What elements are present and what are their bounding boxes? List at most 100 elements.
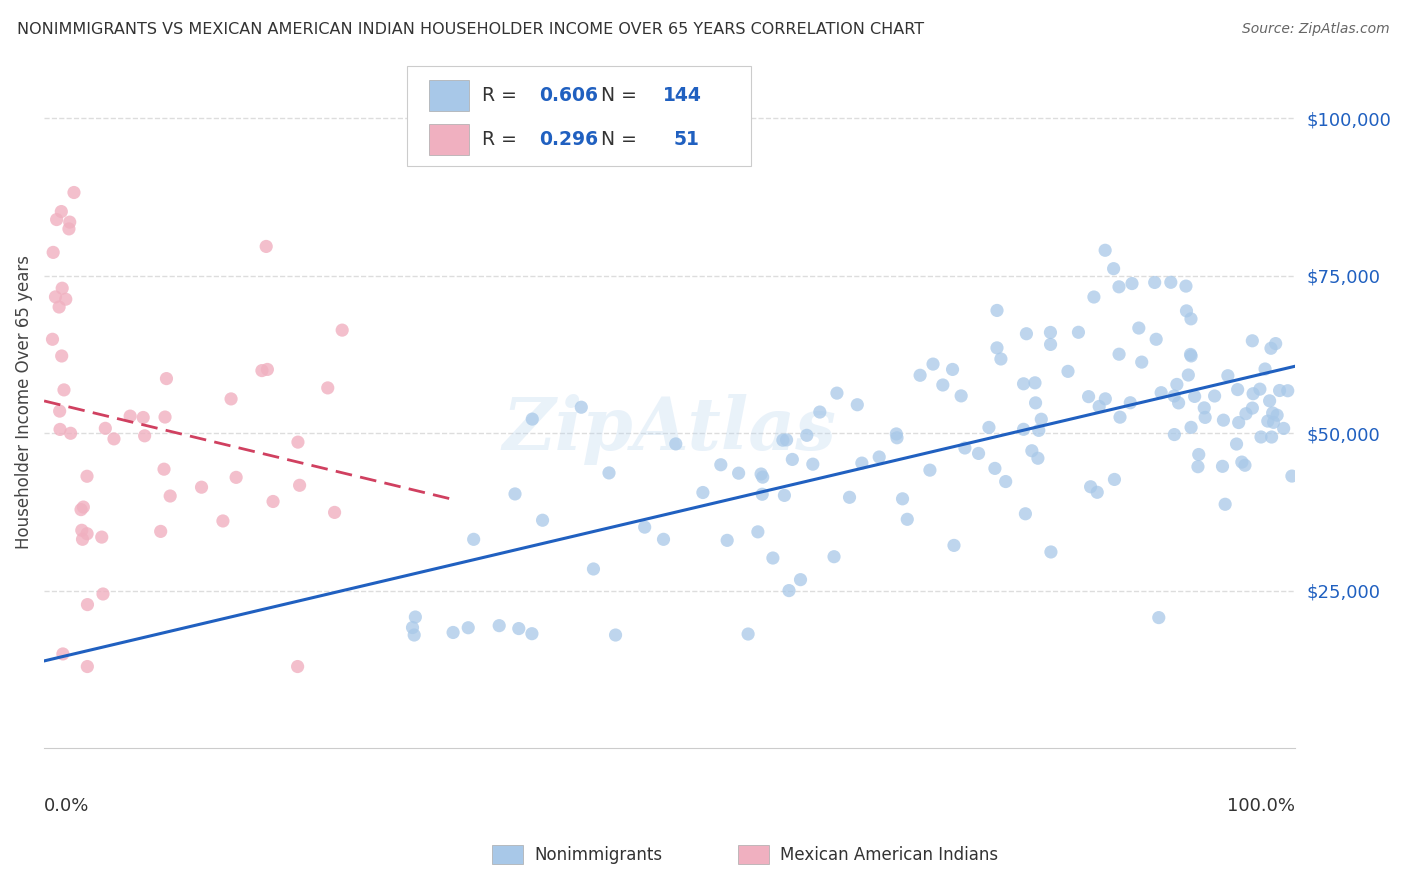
Point (801, 457, 824, 471)
Point (134, 429, 156, 443)
Point (520, 626, 543, 640)
Point (990, 351, 1012, 366)
Point (1227, 416, 1250, 430)
FancyBboxPatch shape (429, 124, 470, 155)
Point (1104, 472, 1126, 486)
Point (51, 281, 73, 295)
Point (1234, 407, 1257, 421)
Point (953, 441, 976, 455)
Point (1119, 396, 1142, 410)
Point (1211, 459, 1233, 474)
Point (1143, 276, 1166, 290)
Point (1257, 414, 1279, 428)
Point (522, 412, 544, 426)
Point (1147, 610, 1170, 624)
Point (851, 456, 873, 470)
Point (977, 420, 1000, 434)
Point (1277, 384, 1299, 398)
Point (287, 659, 309, 673)
Point (1167, 396, 1189, 410)
Point (103, 432, 125, 446)
Point (896, 512, 918, 526)
Point (120, 409, 142, 423)
Point (1175, 304, 1198, 318)
Point (1108, 280, 1130, 294)
Point (51, 349, 73, 363)
Point (53, 383, 76, 397)
Point (984, 461, 1007, 475)
Point (250, 363, 273, 377)
Point (1281, 469, 1303, 483)
Point (1260, 341, 1282, 355)
Point (1094, 392, 1116, 406)
Point (1180, 311, 1202, 326)
Point (1264, 336, 1286, 351)
Point (605, 628, 627, 642)
Point (751, 487, 773, 501)
Point (1194, 410, 1216, 425)
Point (1249, 382, 1271, 396)
Point (772, 433, 794, 447)
Point (634, 520, 657, 534)
Point (994, 475, 1017, 489)
Point (762, 551, 785, 566)
Text: Nonimmigrants: Nonimmigrants (534, 846, 662, 863)
Point (287, 435, 309, 450)
Point (1012, 376, 1035, 391)
Point (76, 598, 98, 612)
Text: 0.0%: 0.0% (44, 797, 90, 815)
Point (1026, 451, 1049, 466)
Point (219, 392, 242, 406)
Point (441, 625, 464, 640)
Point (212, 514, 235, 528)
Point (1263, 415, 1285, 429)
Point (823, 549, 845, 564)
Point (1108, 347, 1130, 361)
Point (1163, 389, 1185, 403)
Point (1254, 362, 1277, 376)
Point (1192, 401, 1215, 415)
Point (796, 428, 818, 442)
Point (1241, 386, 1264, 401)
Point (225, 470, 247, 484)
Point (49, 422, 72, 436)
Point (932, 378, 955, 392)
Point (665, 437, 688, 451)
Point (1121, 277, 1143, 291)
Point (72, 533, 94, 547)
Point (782, 452, 804, 467)
Point (652, 533, 675, 547)
Point (254, 239, 277, 253)
Point (986, 341, 1008, 355)
Point (55, 292, 77, 306)
Text: Source: ZipAtlas.com: Source: ZipAtlas.com (1241, 22, 1389, 37)
Point (1094, 244, 1116, 258)
Point (1180, 349, 1202, 363)
Point (1177, 368, 1199, 382)
Point (775, 433, 797, 447)
Point (789, 573, 811, 587)
Point (1261, 406, 1284, 420)
Point (1102, 261, 1125, 276)
Point (1180, 347, 1202, 361)
Point (316, 381, 339, 395)
Point (457, 621, 479, 635)
Point (1031, 412, 1053, 426)
Point (488, 618, 510, 632)
Point (76, 469, 98, 483)
Point (59, 215, 82, 229)
Point (1226, 383, 1249, 397)
Point (569, 401, 592, 415)
Point (45, 212, 67, 227)
Point (598, 466, 620, 480)
Point (1212, 413, 1234, 427)
Point (404, 628, 426, 642)
Text: ZipAtlas: ZipAtlas (502, 394, 837, 465)
Point (773, 488, 796, 502)
Point (1130, 355, 1153, 369)
Point (1057, 364, 1080, 378)
Point (1166, 377, 1188, 392)
Point (1014, 507, 1036, 521)
Point (508, 622, 530, 636)
Point (727, 466, 749, 480)
